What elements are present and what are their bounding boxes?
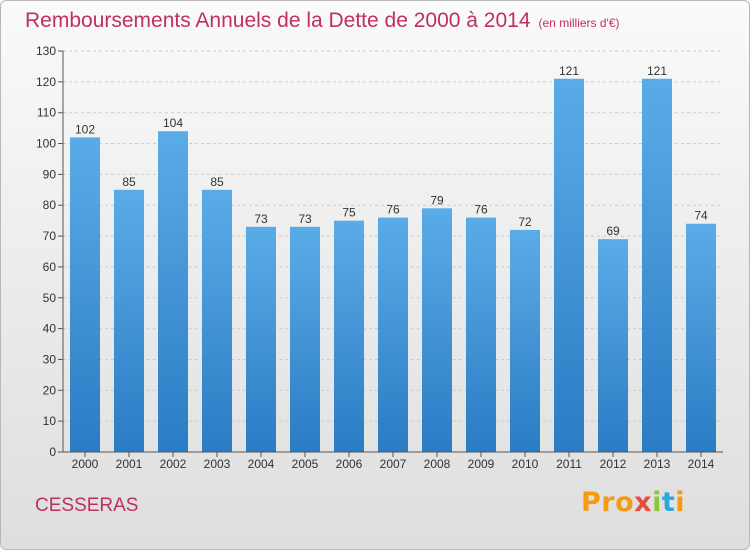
x-tick-label-2001: 2001 [116, 457, 143, 471]
y-tick-label-110: 110 [37, 106, 56, 120]
logo-part-5: i [675, 487, 686, 518]
value-label-2012: 69 [606, 224, 620, 238]
y-tick-label-20: 20 [43, 383, 57, 397]
y-tick-label-30: 30 [43, 352, 57, 366]
y-tick-label-0: 0 [49, 445, 56, 459]
x-tick-label-2002: 2002 [160, 457, 187, 471]
x-tick-label-2009: 2009 [468, 457, 495, 471]
y-tick-label-100: 100 [36, 137, 56, 151]
y-tick-label-80: 80 [43, 198, 57, 212]
x-tick-label-2006: 2006 [336, 457, 363, 471]
bar-2013 [642, 78, 672, 452]
bar-2010 [510, 229, 540, 452]
bar-2004 [246, 226, 276, 452]
y-tick-label-120: 120 [36, 75, 56, 89]
logo-part-2: x [634, 487, 653, 518]
proxiti-logo[interactable]: Proxiti [581, 487, 685, 518]
chart-title: Remboursements Annuels de la Dette de 20… [25, 9, 620, 33]
logo-part-1: Pro [581, 487, 635, 518]
bar-2000 [70, 137, 100, 452]
axis-layer: 0 10 20 30 40 50 60 70 80 90 100 110 120 130 2000 2001 2… [36, 44, 723, 471]
bar-2003 [202, 189, 232, 453]
x-tick-label-2014: 2014 [688, 457, 715, 471]
bar-layer: 102 85 104 85 73 73 75 76 79 76 72 121 69 121 74 [70, 64, 716, 453]
x-tick-label-2008: 2008 [424, 457, 451, 471]
x-tick-label-2011: 2011 [556, 457, 582, 471]
bar-2002 [158, 131, 188, 452]
x-tick-label-2005: 2005 [292, 457, 319, 471]
value-label-2001: 85 [122, 175, 136, 189]
y-tick-label-40: 40 [43, 322, 57, 336]
logo-part-3: i [652, 487, 662, 518]
value-label-2013: 121 [647, 64, 667, 78]
value-label-2010: 72 [518, 215, 532, 229]
value-label-2005: 73 [298, 212, 312, 226]
value-label-2008: 79 [430, 193, 444, 207]
bar-2005 [290, 226, 320, 452]
value-label-2009: 76 [474, 203, 488, 217]
x-tick-label-2004: 2004 [248, 457, 275, 471]
value-label-2000: 102 [75, 122, 95, 136]
bar-2012 [598, 239, 628, 452]
value-label-2011: 121 [559, 64, 579, 78]
logo-part-4: t [661, 487, 676, 518]
bar-2008 [422, 208, 452, 452]
bar-2011 [554, 78, 584, 452]
x-tick-label-2003: 2003 [204, 457, 231, 471]
value-label-2003: 85 [210, 175, 224, 189]
commune-name: CESSERAS [35, 495, 139, 516]
y-tick-label-70: 70 [43, 229, 57, 243]
y-tick-label-130: 130 [36, 44, 56, 58]
value-label-2014: 74 [694, 209, 708, 223]
value-label-2006: 75 [342, 206, 356, 220]
x-tick-label-2013: 2013 [644, 457, 671, 471]
y-tick-label-10: 10 [43, 414, 57, 428]
value-label-2002: 104 [163, 116, 183, 130]
bar-2006 [334, 220, 364, 452]
x-tick-label-2012: 2012 [600, 457, 627, 471]
value-label-2007: 76 [386, 203, 400, 217]
bar-2001 [114, 189, 144, 453]
x-tick-label-2010: 2010 [512, 457, 539, 471]
y-tick-label-60: 60 [43, 260, 57, 274]
y-tick-label-90: 90 [43, 167, 57, 181]
x-tick-label-2000: 2000 [72, 457, 99, 471]
bar-2007 [378, 217, 408, 452]
y-tick-label-50: 50 [43, 291, 57, 305]
chart-unit-note: (en milliers d'€) [538, 16, 620, 30]
value-label-2004: 73 [254, 212, 268, 226]
bar-2014 [686, 223, 716, 452]
bar-2009 [466, 217, 496, 452]
chart-title-text: Remboursements Annuels de la Dette de 20… [25, 9, 531, 32]
x-tick-label-2007: 2007 [380, 457, 407, 471]
